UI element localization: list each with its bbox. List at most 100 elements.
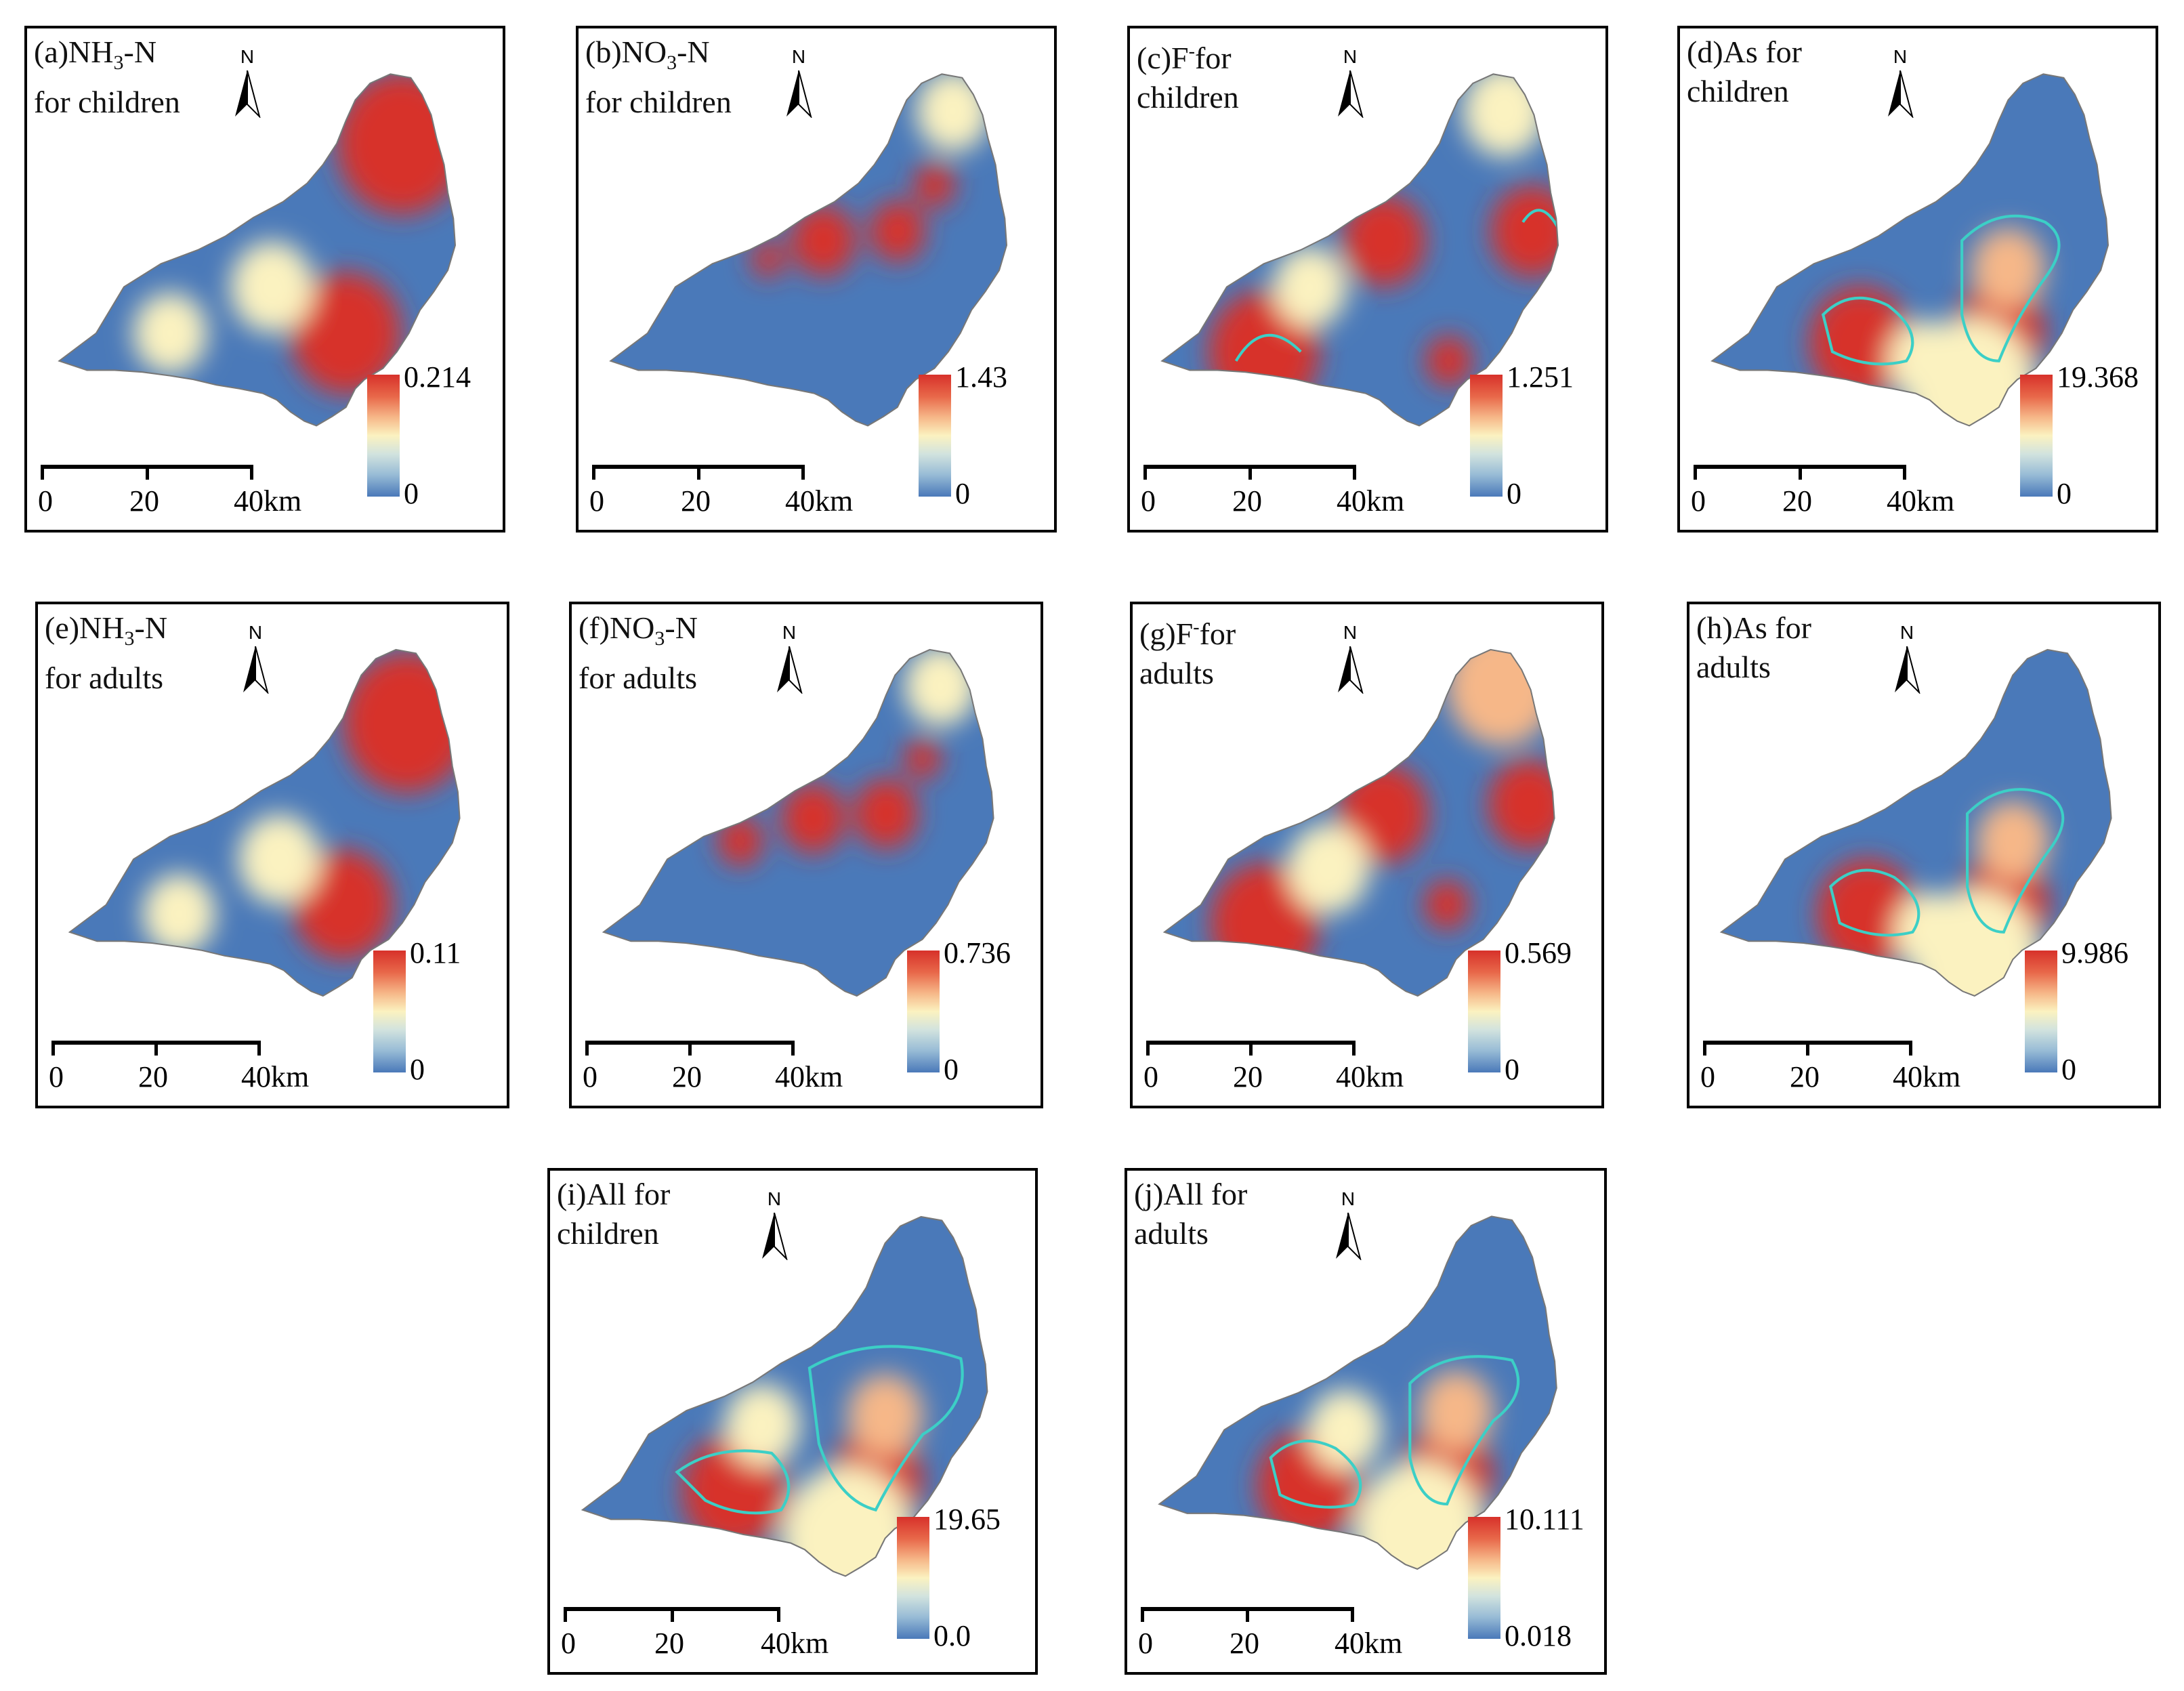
- risk-hotspot: [1424, 879, 1470, 930]
- color-legend: 10.111 0.018: [1468, 1503, 1584, 1652]
- risk-hotspot: [290, 272, 402, 394]
- color-legend: 0.736 0: [907, 936, 1011, 1086]
- color-legend: 19.65 0.0: [897, 1503, 1001, 1652]
- title-superscript: -: [1193, 617, 1200, 638]
- legend-color-bar: [1468, 951, 1500, 1072]
- scale-tick: [564, 1607, 567, 1622]
- north-label: N: [1343, 622, 1358, 643]
- scale-tick: [1141, 1607, 1144, 1622]
- scale-label: 20: [1230, 1627, 1259, 1660]
- scale-label: 0: [1691, 484, 1706, 518]
- risk-map: [1158, 1215, 1557, 1570]
- legend-min: 0: [2057, 477, 2072, 510]
- legend-min: 0.018: [1505, 1619, 1572, 1652]
- risk-hotspot: [238, 814, 320, 904]
- scale-label: 20: [1233, 1060, 1263, 1093]
- risk-hotspot: [1976, 801, 2050, 881]
- panel-e: (e)NH3-N for adults N 0.11 0 0 20 40km: [35, 602, 509, 1108]
- region-outline: [609, 73, 1008, 427]
- scale-tick: [585, 1041, 589, 1056]
- risk-hotspot: [1354, 1460, 1484, 1570]
- legend-color-bar: [907, 951, 940, 1072]
- risk-hotspot: [1419, 1370, 1494, 1453]
- scale-label: 20: [129, 484, 159, 518]
- risk-hotspot: [1887, 320, 1962, 402]
- scale-label: 40km: [761, 1627, 829, 1660]
- color-legend: 0.569 0: [1468, 936, 1572, 1086]
- north-label: N: [1899, 622, 1914, 643]
- scale-tick: [791, 1041, 795, 1056]
- risk-hotspot: [1463, 74, 1547, 157]
- scale-label: 40km: [775, 1060, 843, 1093]
- risk-hotspot: [751, 241, 785, 278]
- title-superscript: -: [1188, 41, 1195, 62]
- scale-tick: [1799, 465, 1802, 480]
- scale-tick: [257, 1041, 261, 1056]
- title-line-1: (d)As for: [1687, 35, 1802, 69]
- scale-tick: [1246, 1607, 1249, 1622]
- legend-min: 0.0: [933, 1619, 971, 1652]
- risk-contour: [1408, 1355, 1520, 1506]
- legend-max: 9.986: [2061, 936, 2128, 969]
- legend-min: 0: [410, 1053, 425, 1086]
- title-subscript: 3: [124, 627, 135, 650]
- north-label: N: [240, 46, 255, 67]
- scale-bar: 0 20 40km: [49, 1041, 339, 1095]
- scale-label: 40km: [241, 1060, 310, 1093]
- scale-tick: [41, 465, 44, 480]
- title-prefix: (e)NH: [45, 610, 125, 645]
- north-label: N: [1893, 46, 1908, 67]
- risk-hotspot: [1307, 1389, 1383, 1471]
- region-outline: [1158, 1215, 1557, 1570]
- legend-color-bar: [2020, 375, 2053, 497]
- scale-tick: [1249, 1041, 1253, 1056]
- risk-hotspot: [781, 1465, 914, 1577]
- scale-label: 0: [1141, 484, 1156, 518]
- scale-tick: [1694, 465, 1697, 480]
- scale-bar: 0 20 40km: [589, 465, 883, 519]
- scale-tick: [1909, 1041, 1912, 1056]
- legend-min: 0: [404, 477, 419, 510]
- risk-contour: [1966, 788, 2065, 934]
- panel-j: (j)All for adults N 10.111 0.018 0 20 40km: [1125, 1168, 1607, 1675]
- north-arrow-icon: N: [1880, 46, 1920, 121]
- scale-bar: 0 20 40km: [561, 1607, 858, 1661]
- scale-tick: [1352, 1041, 1356, 1056]
- scale-tick: [801, 465, 805, 480]
- risk-map: [1710, 73, 2109, 427]
- scale-label: 0: [1143, 1060, 1158, 1093]
- panel-title: (c)F-for children: [1137, 33, 1239, 117]
- panel-title: (j)All for adults: [1134, 1175, 1247, 1253]
- panel-title: (f)NO3-N for adults: [579, 608, 698, 698]
- scale-tick: [1143, 465, 1147, 480]
- title-prefix: (f)NO: [579, 610, 655, 645]
- scale-label: 0: [38, 484, 53, 518]
- scale-tick: [777, 1607, 780, 1622]
- panel-title: (a)NH3-N for children: [34, 33, 180, 122]
- scale-label: 20: [1790, 1060, 1820, 1093]
- legend-color-bar: [367, 375, 400, 497]
- risk-map: [609, 73, 1008, 427]
- risk-hotspot: [1809, 286, 1912, 399]
- risk-hotspot: [1488, 759, 1555, 850]
- scale-label: 0: [49, 1060, 64, 1093]
- risk-contour: [1829, 869, 1920, 937]
- scale-line: [1143, 465, 1353, 469]
- scale-tick: [1248, 465, 1252, 480]
- scale-tick: [1353, 465, 1356, 480]
- north-label: N: [767, 1188, 782, 1209]
- panel-b: (b)NO3-N for children N 1.43 0 0 20 40km: [576, 26, 1057, 533]
- risk-map: [58, 73, 457, 427]
- color-legend: 1.251 0: [1470, 360, 1574, 510]
- scale-label: 20: [672, 1060, 702, 1093]
- title-line-1: (a)NH3-N: [34, 35, 156, 74]
- legend-min: 0: [944, 1053, 959, 1086]
- north-arrow-icon: N: [1330, 46, 1370, 121]
- scale-label: 20: [1232, 484, 1262, 518]
- panel-h: (h)As for adults N 9.986 0 0 20 40km: [1687, 602, 2161, 1108]
- risk-hotspot: [230, 241, 314, 333]
- panel-title: (g)F-for adults: [1139, 608, 1236, 693]
- color-legend: 19.368 0: [2020, 360, 2139, 510]
- scale-line: [41, 465, 250, 469]
- risk-contour: [1234, 333, 1302, 362]
